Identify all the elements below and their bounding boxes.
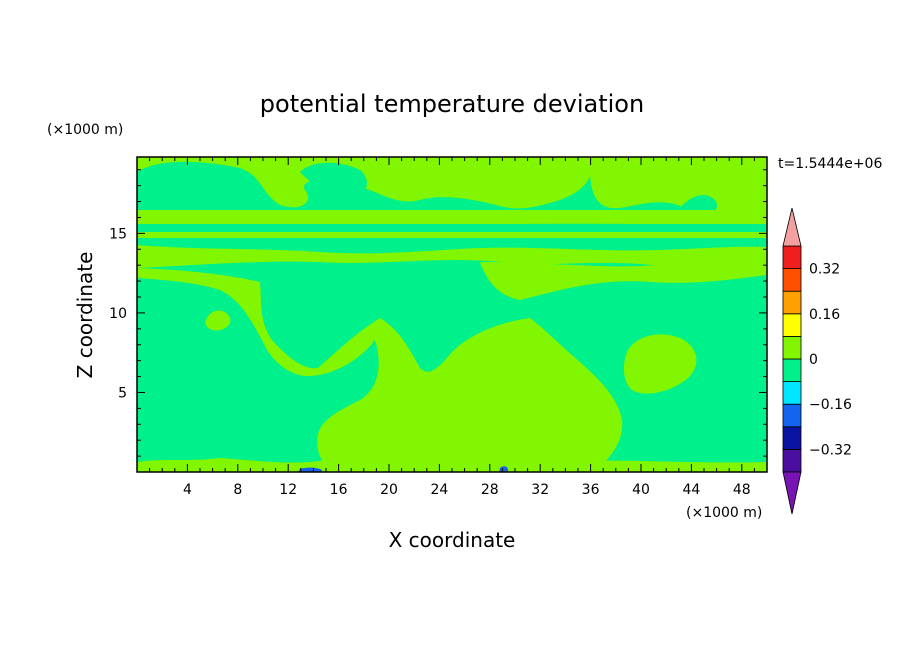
colorbar-segment	[782, 268, 802, 292]
contour-band-thin-1	[137, 223, 767, 231]
contour-blob-left	[205, 310, 231, 331]
x-tick-label: 24	[430, 482, 448, 498]
y-tick-label: 15	[109, 226, 127, 242]
colorbar-segment	[782, 313, 802, 337]
colorbar-over-triangle	[782, 207, 802, 247]
colorbar: −0.32 −0.16 0 0.16 0.32	[782, 207, 852, 515]
contour-blob-right	[623, 334, 697, 394]
y-axis-label: Z coordinate	[73, 252, 97, 379]
colorbar-tick-label: −0.16	[809, 397, 852, 413]
x-tick-label: 40	[632, 482, 650, 498]
colorbar-segment	[782, 381, 802, 405]
contour-bottom-negative-spot	[499, 466, 508, 472]
colorbar-tick-label: 0.32	[809, 262, 840, 278]
x-tick-label: 20	[380, 482, 398, 498]
contour-field	[137, 157, 767, 472]
colorbar-segment	[782, 426, 802, 450]
x-tick-label: 44	[682, 482, 700, 498]
colorbar-tick-label: −0.32	[809, 442, 852, 458]
chart-title: potential temperature deviation	[260, 90, 644, 118]
colorbar-segment	[782, 335, 802, 360]
colorbar-segment	[782, 403, 802, 428]
contour-blob-center	[458, 364, 489, 385]
x-tick-label: 8	[233, 482, 242, 498]
contour-region-top-mid-pocket	[300, 162, 367, 196]
colorbar-tick-label: 0.16	[809, 307, 840, 323]
x-tick-label: 16	[330, 482, 348, 498]
contour-region-top-right	[589, 157, 767, 222]
x-axis-ticks: 4 8 12 16 20 24 28 32 36 40 44 48	[149, 157, 755, 498]
x-tick-label: 12	[279, 482, 297, 498]
x-tick-label: 28	[481, 482, 499, 498]
y-axis-ticks: 5 10 15	[109, 169, 767, 457]
y-tick-label: 5	[118, 385, 127, 401]
y-unit-label: (×1000 m)	[47, 122, 123, 138]
contour-band-thin-2	[137, 232, 767, 238]
colorbar-segment	[782, 358, 802, 383]
colorbar-segment	[782, 448, 802, 473]
contour-bottom-negative-spot-2	[298, 467, 322, 472]
x-tick-label: 4	[183, 482, 192, 498]
contour-band-upper	[137, 210, 767, 224]
colorbar-segment	[782, 245, 802, 270]
colorbar-segment	[782, 290, 802, 315]
colorbar-under-triangle	[782, 471, 802, 515]
contour-region-central-lobe	[137, 268, 623, 472]
time-label: t=1.5444e+06	[778, 156, 882, 172]
x-tick-label: 48	[733, 482, 751, 498]
x-unit-label: (×1000 m)	[686, 505, 762, 521]
colorbar-tick-label: 0	[809, 352, 818, 368]
contour-band-thin-3	[137, 239, 767, 244]
x-tick-label: 36	[582, 482, 600, 498]
contour-region-right-shelf	[480, 261, 767, 300]
contour-bottom-layer	[137, 455, 767, 472]
x-tick-label: 32	[531, 482, 549, 498]
contour-region-top-left-pocket	[137, 173, 200, 203]
y-tick-label: 10	[109, 306, 127, 322]
x-axis-label: X coordinate	[389, 528, 516, 552]
contour-band-lower	[137, 245, 767, 268]
